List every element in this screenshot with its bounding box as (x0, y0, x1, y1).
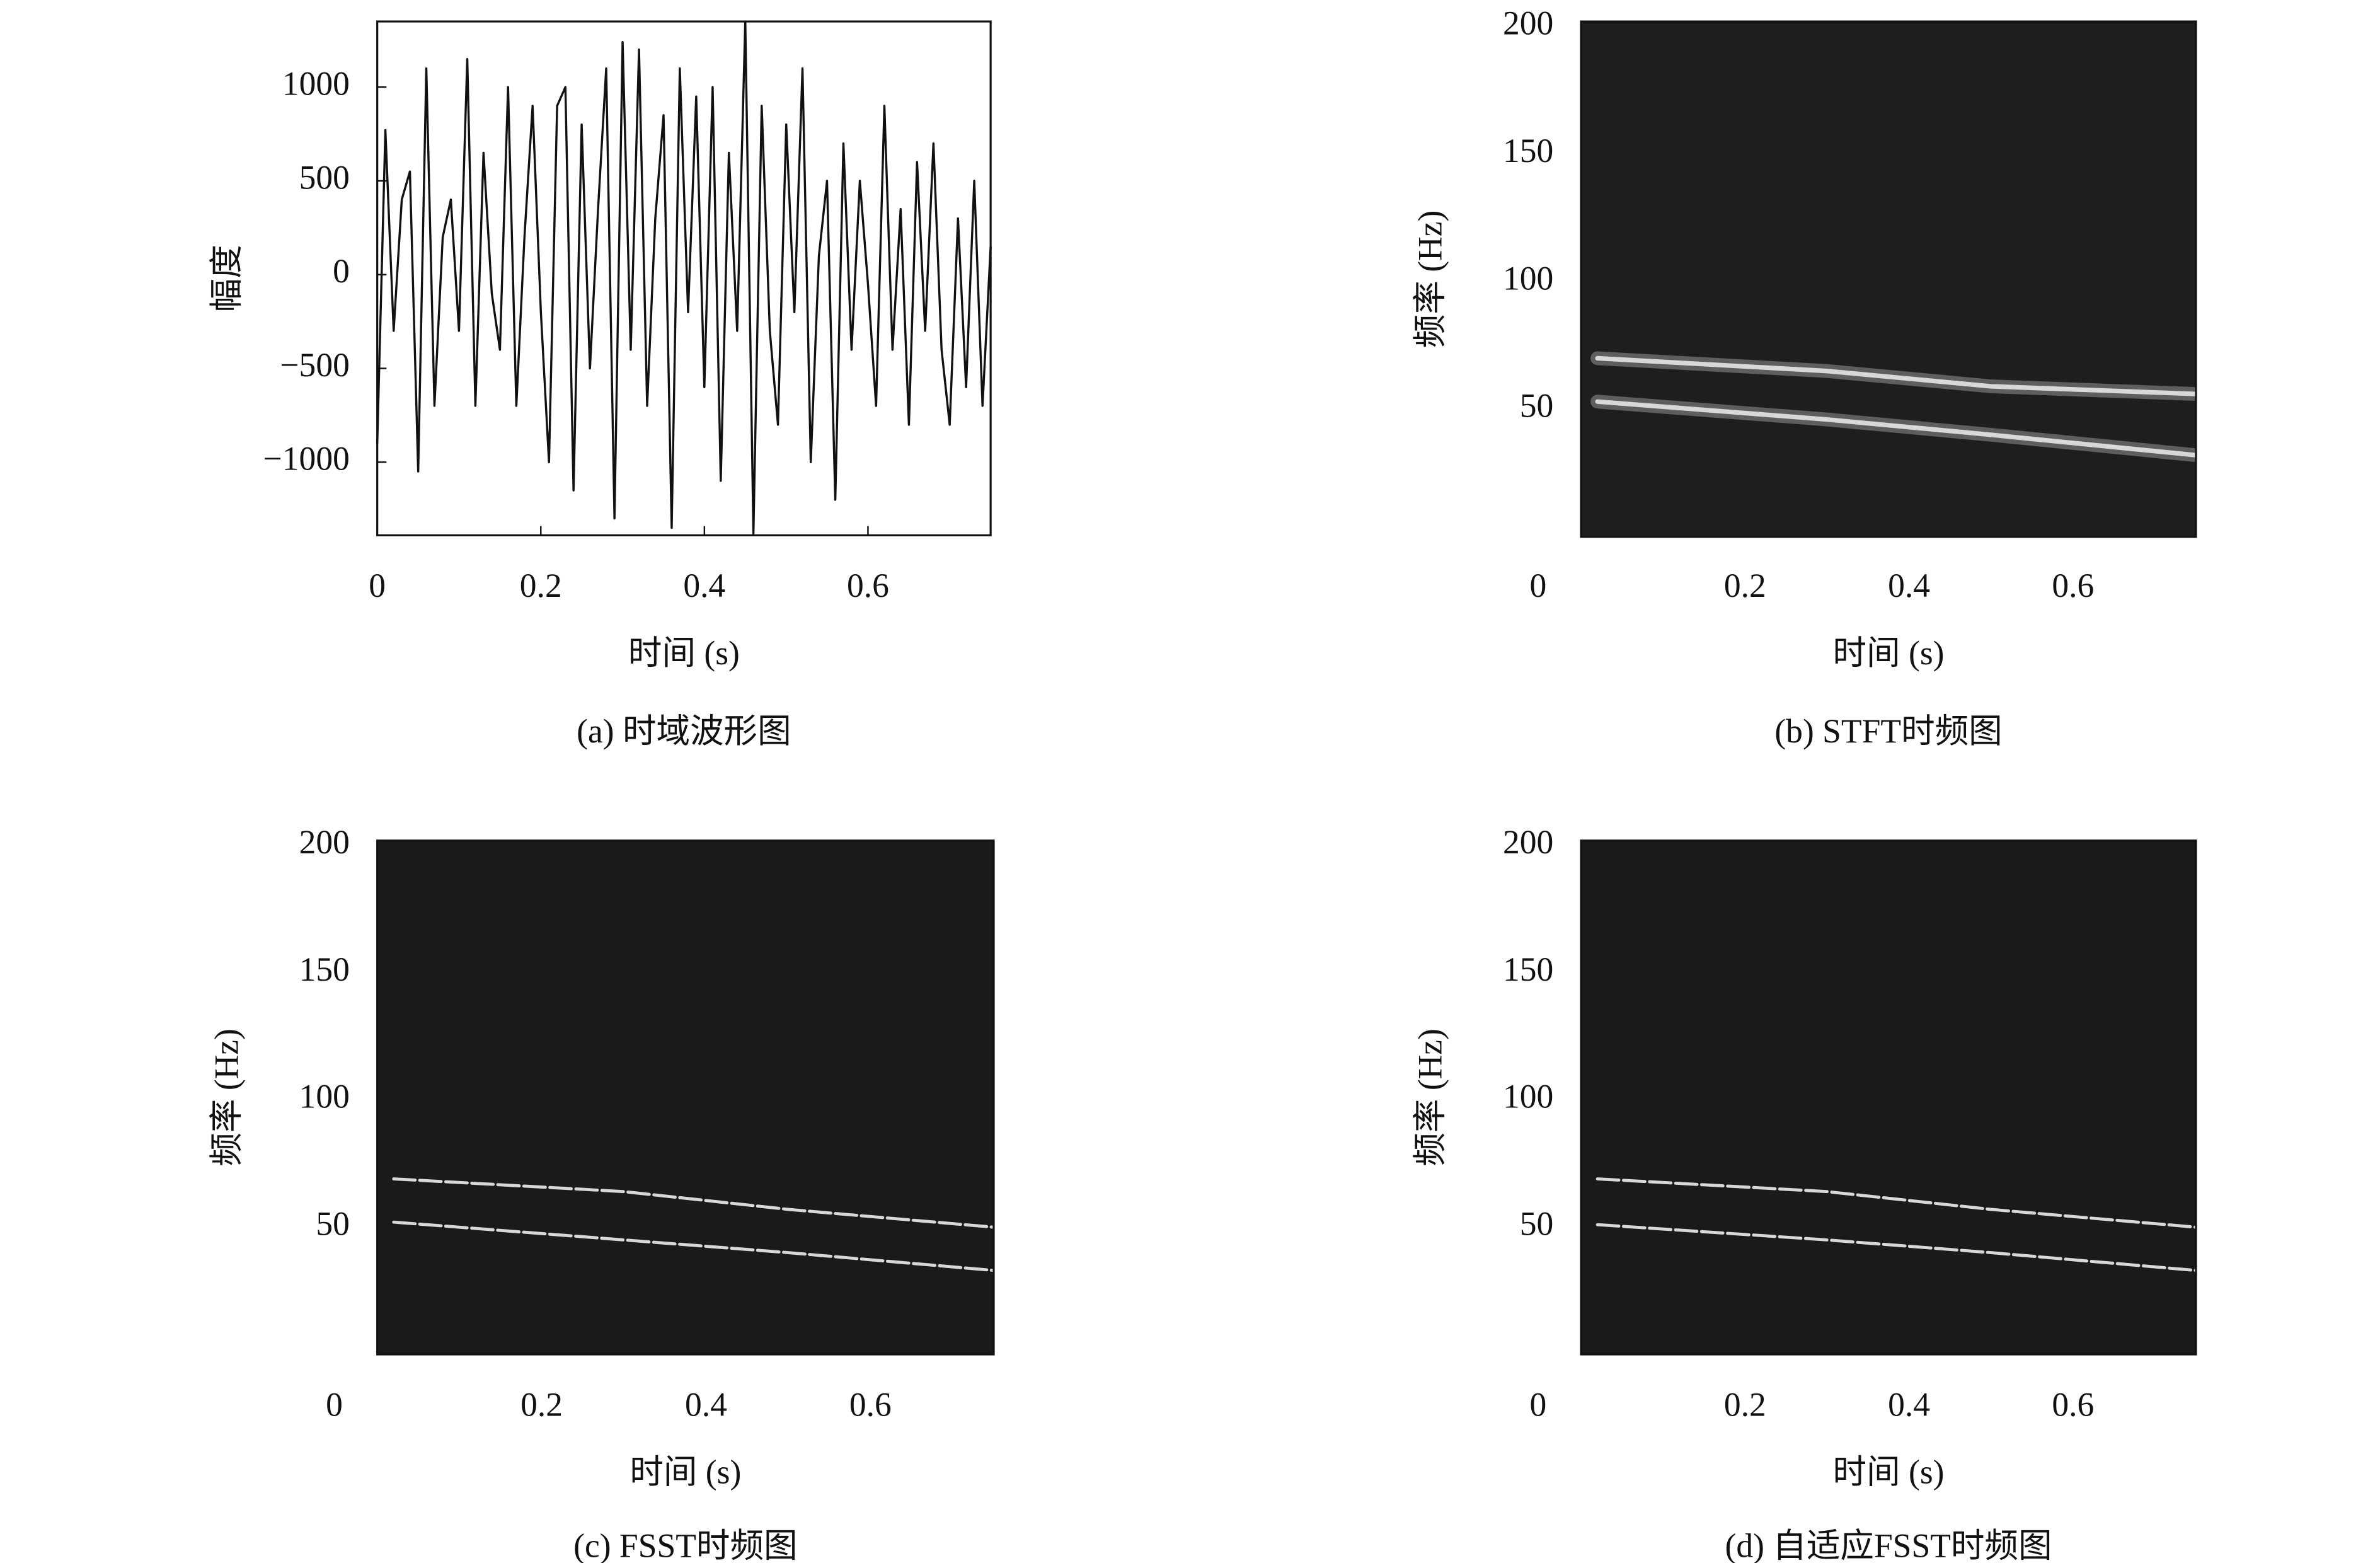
x-tick-label: 0.6 (2052, 1385, 2094, 1423)
x-tick-label: 0 (1530, 567, 1547, 604)
y-tick-label: −500 (280, 346, 349, 384)
x-tick-label: 0.4 (683, 567, 725, 604)
y-tick-label: 200 (1503, 4, 1553, 42)
ridge (392, 1177, 994, 1229)
ridge (1595, 1223, 2196, 1272)
ridge (1595, 399, 2196, 458)
panel: 0 0.2 0.4 0.6 −1000 −500 0 500 1000 时间 (s) 幅度 (a) 时… (207, 20, 992, 750)
x-tick-label: 0.2 (520, 1385, 563, 1423)
panel: 0 0.2 0.4 0.6 50 100 150 200 时间 (s) 频率 (Hz) (b) ST… (1411, 4, 2197, 750)
caption: (a) 时域波形图 (577, 712, 791, 750)
y-tick-label: 100 (1503, 259, 1553, 297)
x-tick-label: 0.2 (520, 567, 562, 604)
y-tick-label: 100 (299, 1078, 350, 1116)
plot-frame (376, 839, 995, 1356)
y-axis-label: 幅度 (207, 245, 245, 312)
y-tick-label: −1000 (263, 440, 350, 478)
caption: (d) 自适应FSST时频图 (1725, 1526, 2052, 1563)
caption: (c) FSST时频图 (573, 1526, 797, 1563)
y-axis-label: 频率 (Hz) (207, 1029, 245, 1167)
y-tick-label: 150 (1503, 132, 1553, 170)
y-tick-label: 200 (299, 823, 350, 861)
panel: 0 0.2 0.4 0.6 50 100 150 200 时间 (s) 频率 (Hz) (d) 自适… (1411, 823, 2197, 1563)
x-tick-label: 0 (369, 567, 386, 604)
y-tick-label: 50 (1520, 387, 1554, 425)
y-tick-label: 500 (299, 158, 350, 196)
x-tick-label: 0.4 (1888, 567, 1930, 604)
y-axis-label: 频率 (Hz) (1411, 211, 1449, 349)
spectrogram-background (1581, 840, 2196, 1355)
y-tick-label: 1000 (282, 64, 350, 102)
x-axis-label: 时间 (s) (1833, 1453, 1945, 1491)
x-tick-label: 0.6 (2052, 567, 2094, 604)
plot-frame (376, 20, 992, 536)
plot-frame (1580, 839, 2197, 1356)
y-tick-label: 150 (299, 950, 350, 988)
panel: 0 0.2 0.4 0.6 50 100 150 200 时间 (s) 频率 (Hz) (c) FS… (207, 823, 995, 1563)
x-tick-label: 0.6 (847, 567, 889, 604)
y-tick-label: 150 (1503, 950, 1553, 988)
y-tick-label: 200 (1503, 823, 1553, 861)
y-tick-label: 50 (1520, 1204, 1554, 1242)
x-tick-label: 0.4 (685, 1385, 727, 1423)
x-tick-label: 0 (326, 1385, 343, 1423)
x-tick-label: 0.2 (1724, 1385, 1766, 1423)
y-tick-label: 50 (316, 1204, 350, 1242)
caption: (b) STFT时频图 (1774, 712, 2002, 750)
spectrogram-background (1581, 21, 2196, 537)
x-axis-label: 时间 (s) (1833, 634, 1945, 672)
x-tick-label: 0.4 (1888, 1385, 1930, 1423)
spectrogram-background (377, 840, 994, 1355)
x-tick-label: 0 (1530, 1385, 1547, 1423)
y-tick-label: 0 (333, 252, 350, 290)
x-tick-label: 0.6 (849, 1385, 892, 1423)
waveform (376, 20, 992, 535)
ridge (1595, 355, 2196, 396)
ridge (392, 1220, 994, 1272)
x-axis-label: 时间 (s) (628, 634, 740, 672)
x-tick-label: 0.2 (1724, 567, 1766, 604)
plot-frame (1580, 20, 2197, 538)
y-tick-label: 100 (1503, 1078, 1553, 1116)
x-axis-label: 时间 (s) (629, 1453, 741, 1491)
ridge (1595, 1177, 2196, 1229)
y-axis-label: 频率 (Hz) (1411, 1029, 1449, 1167)
